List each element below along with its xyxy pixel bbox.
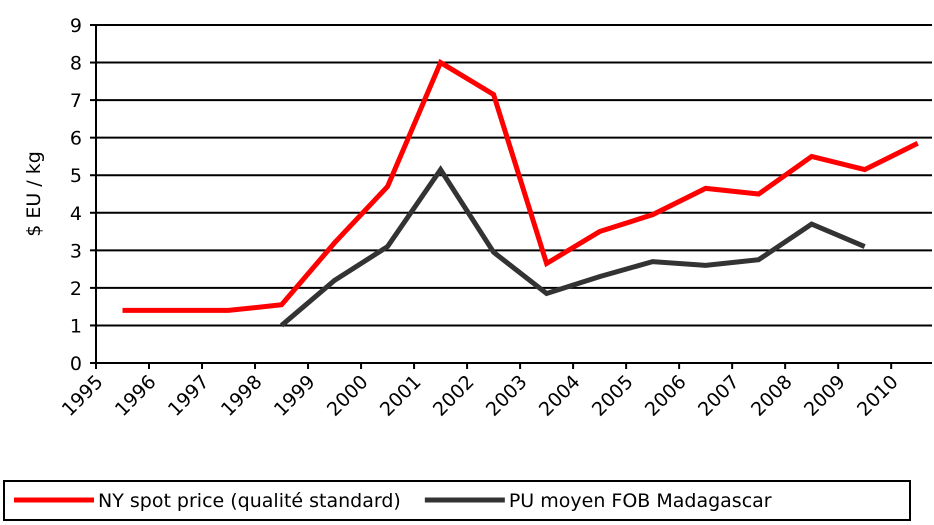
y-tick-label: 5 xyxy=(70,165,82,187)
y-tick-label: 8 xyxy=(70,53,82,75)
legend-label: PU moyen FOB Madagascar xyxy=(509,490,772,512)
series-line xyxy=(122,58,919,313)
y-tick-label: 3 xyxy=(70,240,82,262)
x-tick-label: 2001 xyxy=(376,371,426,421)
x-tick-label: 2008 xyxy=(747,371,797,421)
y-tick-label: 2 xyxy=(70,278,82,300)
y-tick-label: 9 xyxy=(70,15,82,37)
x-tick-label: 2000 xyxy=(323,371,373,421)
y-tick-label: 0 xyxy=(70,353,82,375)
x-tick-label: 1996 xyxy=(111,371,161,421)
y-tick-label: 4 xyxy=(70,203,82,225)
x-tick-label: 2004 xyxy=(535,371,585,421)
x-tick-label: 1995 xyxy=(58,371,108,421)
series-line xyxy=(279,165,866,328)
y-tick-label: 1 xyxy=(70,315,82,337)
y-axis-label: $ EU / kg xyxy=(23,151,45,237)
x-tick-label: 2003 xyxy=(482,371,532,421)
x-tick-label: 1999 xyxy=(270,371,320,421)
x-tick-label: 2005 xyxy=(588,371,638,421)
x-tick-label: 1997 xyxy=(164,371,214,421)
x-tick-label: 2010 xyxy=(853,371,903,421)
y-tick-label: 6 xyxy=(70,128,82,150)
legend-box xyxy=(3,480,911,521)
legend-label: NY spot price (qualité standard) xyxy=(98,490,401,512)
x-tick-label: 1998 xyxy=(217,371,267,421)
x-tick-label: 2009 xyxy=(800,371,850,421)
x-tick-label: 2002 xyxy=(429,371,479,421)
x-tick-label: 2006 xyxy=(641,371,691,421)
x-tick-label: 2007 xyxy=(694,371,744,421)
y-tick-label: 7 xyxy=(70,90,82,112)
